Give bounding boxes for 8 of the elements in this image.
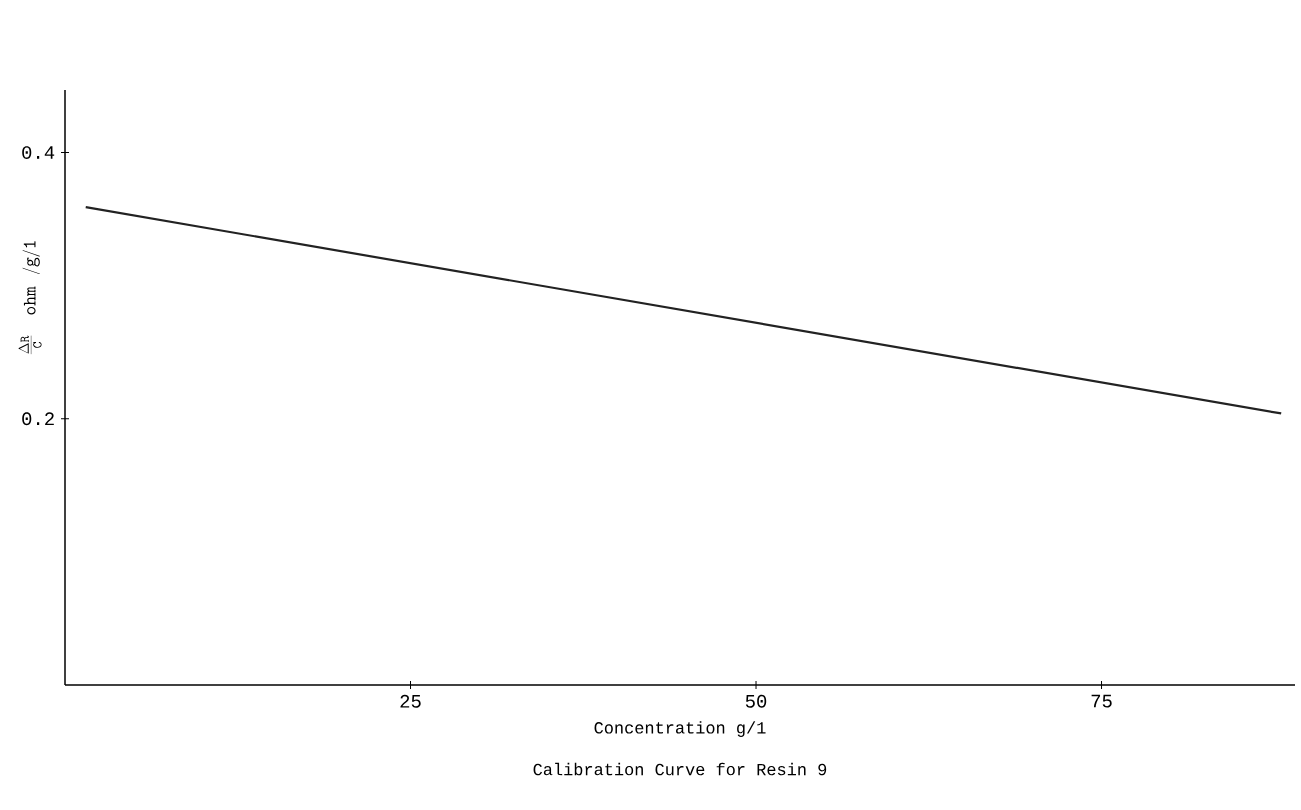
text: Calibration Curve for Resin 9 xyxy=(533,762,827,776)
x-axis-title: Concentration g/1 xyxy=(594,721,766,737)
y-tick-label: 0.4 xyxy=(22,146,55,159)
x-tick-label: 75 xyxy=(1091,694,1112,708)
y-axis-title: $\frac{\Delta \mathtt{R}}{\mathtt{C}}\quad \mathtt{ohm\ /g/1}$ xyxy=(18,241,42,355)
y-tick-label: 0.2 xyxy=(22,412,54,426)
x-tick-label: 25 xyxy=(400,694,421,708)
x-tick-label: 50 xyxy=(745,694,767,708)
